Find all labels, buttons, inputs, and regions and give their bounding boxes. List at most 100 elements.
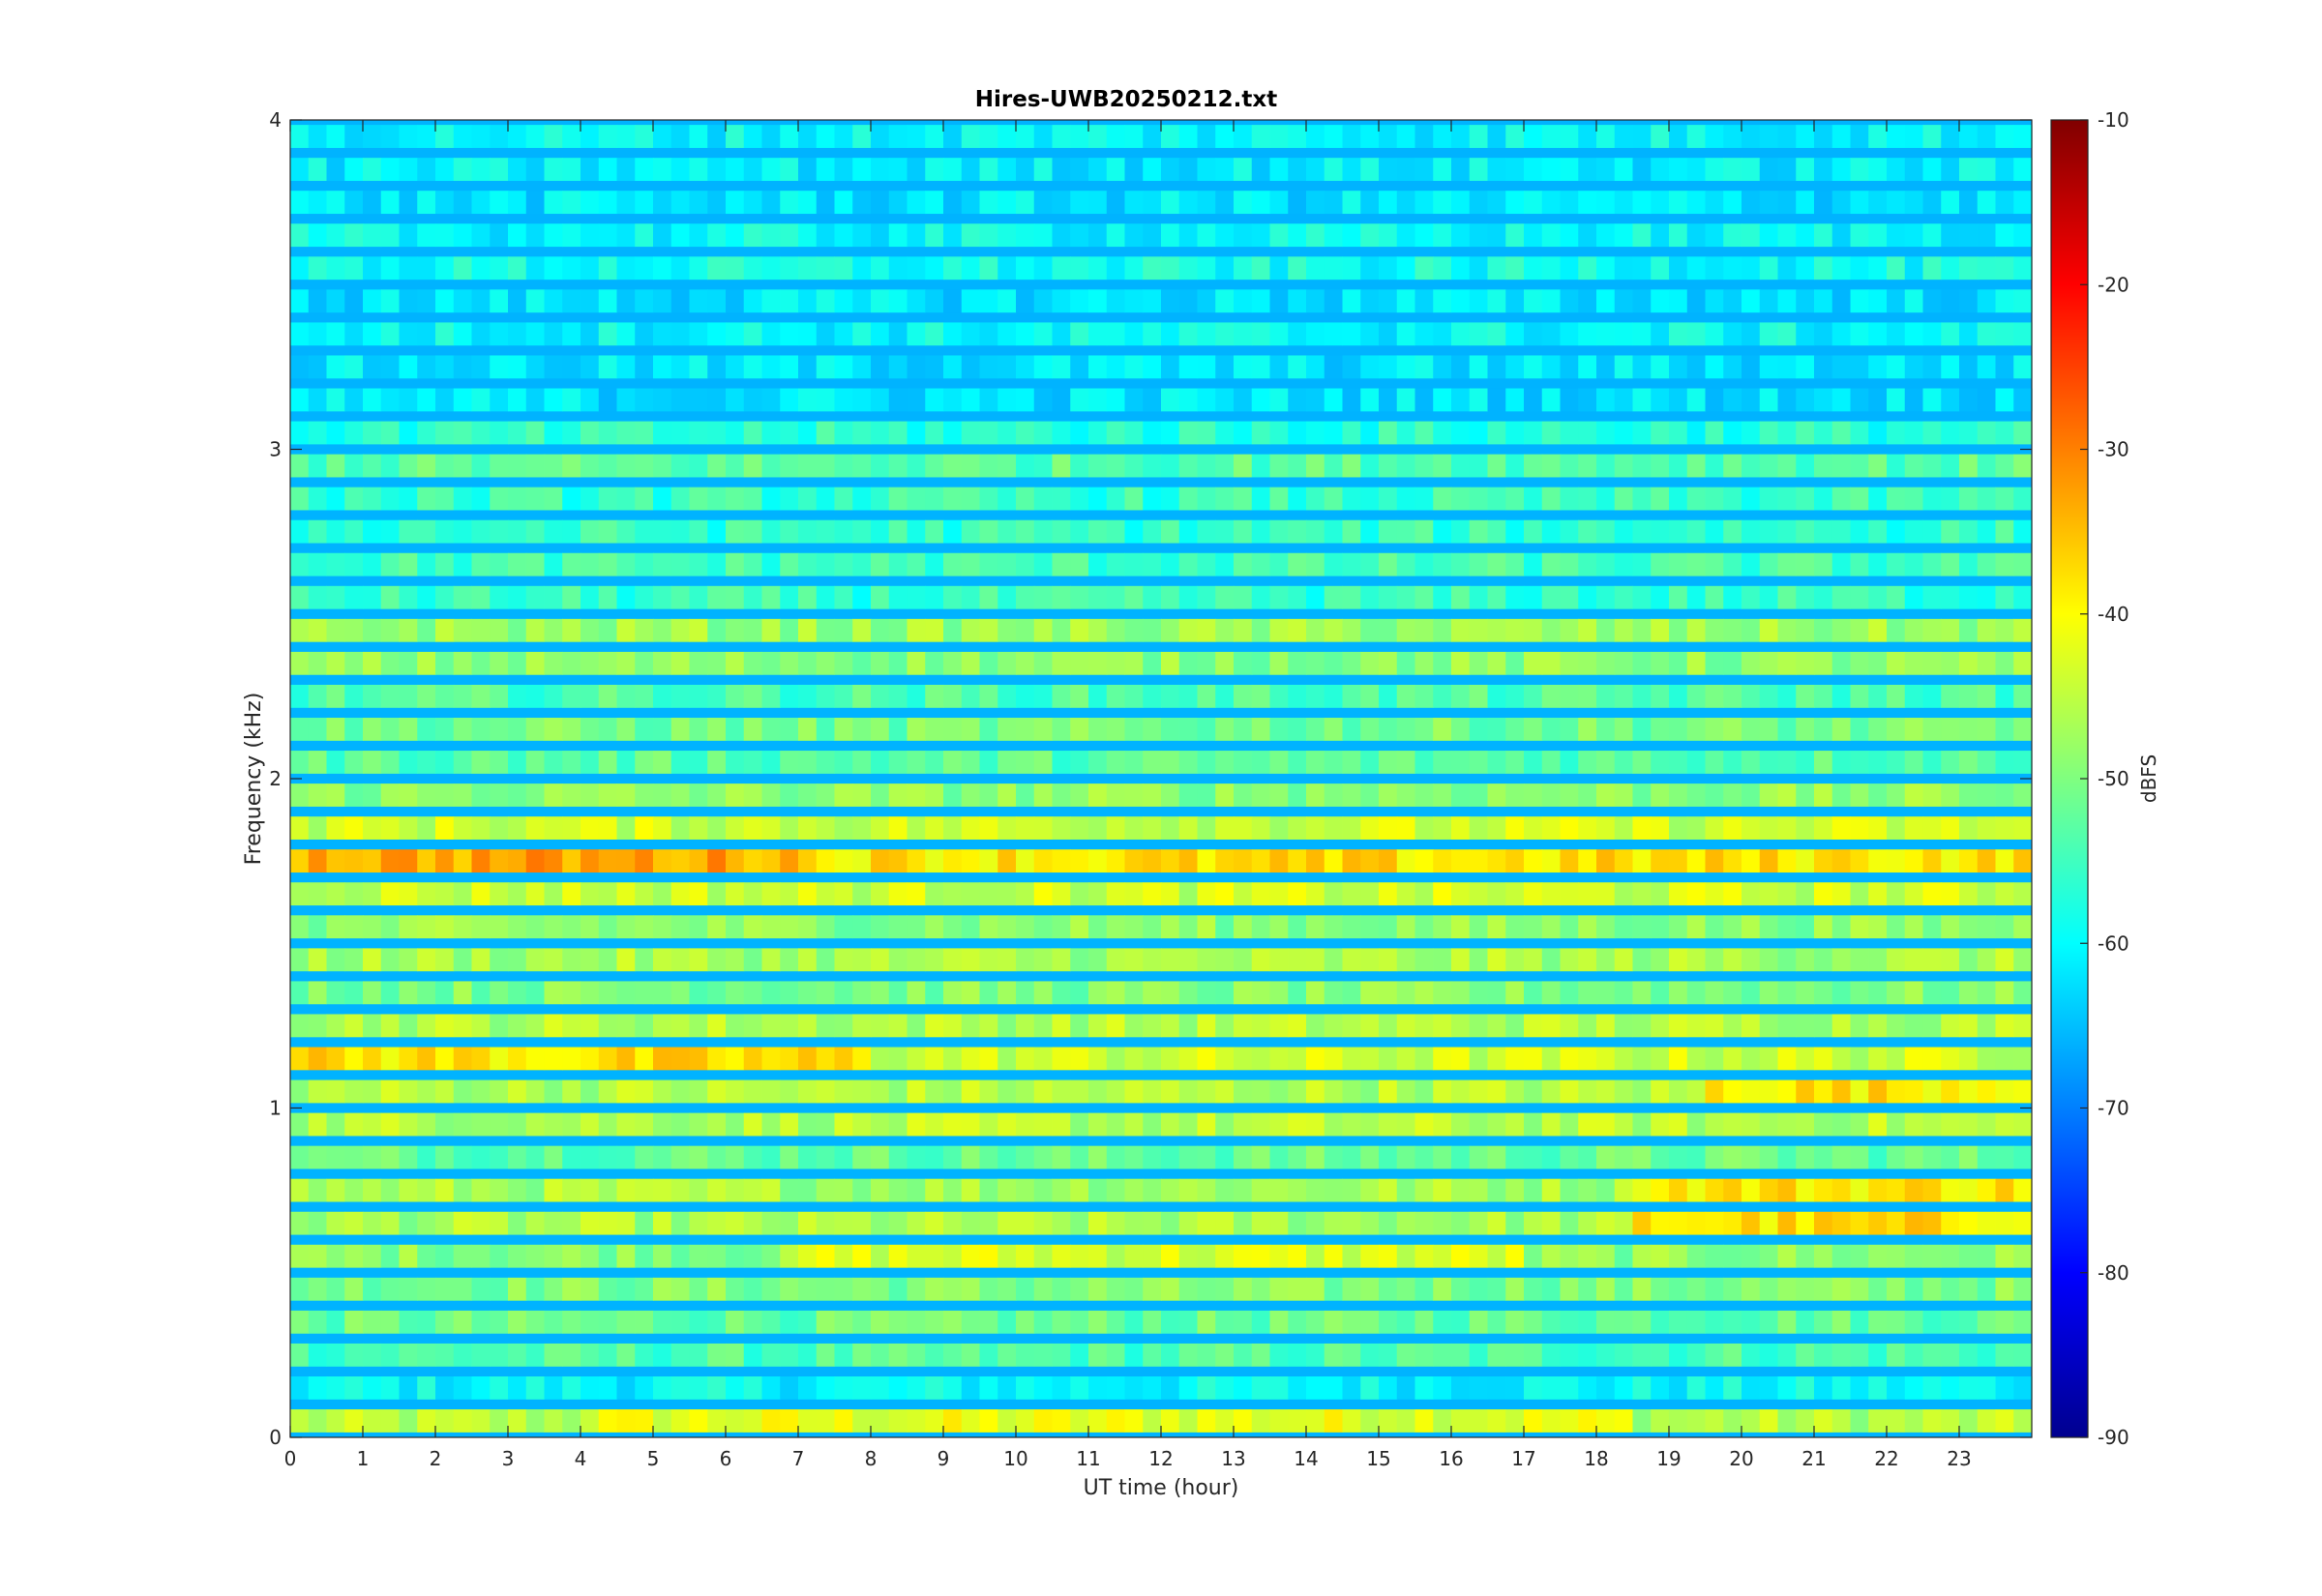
heatmap-cell [1922,322,1942,346]
heatmap-cell [1306,454,1325,478]
heatmap-cell [1143,981,1162,1005]
heatmap-cell [435,816,455,840]
heatmap-cell [1487,1112,1506,1137]
heatmap-cell [979,487,998,511]
heatmap-cell [997,256,1017,281]
heatmap-cell [435,1211,455,1235]
heatmap-cell [925,1310,944,1334]
heatmap-cell [726,519,745,544]
heatmap-cell [290,487,310,511]
heatmap-cell [1814,355,1833,379]
heatmap-cell [888,948,908,972]
heatmap-cell [979,915,998,939]
heatmap-cell [2013,1014,2033,1038]
heatmap-cell [326,585,345,609]
heatmap-cell [1959,585,1979,609]
heatmap-cell [1887,948,1906,972]
heatmap-cell [888,454,908,478]
heatmap-cell [1922,718,1942,741]
heatmap-cell [435,158,455,181]
heatmap-cell [1977,289,1997,313]
heatmap-cell [1959,125,1979,148]
heatmap-cell [598,388,618,412]
heatmap-cell [1324,1244,1344,1268]
heatmap-cell [1705,1178,1724,1202]
heatmap-cell [1451,1047,1471,1071]
heatmap-cell [1796,421,1815,445]
heatmap-cell [1977,618,1997,642]
heatmap-cell [380,981,401,1005]
heatmap-cell [1033,618,1054,642]
heatmap-cell [1234,684,1253,708]
heatmap-cell [1469,1244,1489,1268]
heatmap-cell [1197,355,1216,379]
heatmap-cell [1106,552,1126,576]
heatmap-cell [1541,322,1562,346]
heatmap-cell [1451,849,1471,873]
heatmap-cell [562,915,581,939]
heatmap-cell [689,322,708,346]
heatmap-cell [1632,322,1652,346]
heatmap-cell [308,454,328,478]
heatmap-cell [1850,882,1869,906]
heatmap-cell [417,289,436,313]
heatmap-cell [1197,158,1216,181]
heatmap-cell [490,1244,509,1268]
heatmap-cell [1433,1079,1452,1104]
heatmap-cell [907,158,926,181]
heatmap-cell [743,1178,763,1202]
heatmap-cell [1342,618,1361,642]
heatmap-cell [1106,1047,1126,1071]
heatmap-cell [1088,421,1108,445]
heatmap-cell [1396,1178,1416,1202]
heatmap-cell [1759,684,1779,708]
heatmap-cell [508,849,527,873]
heatmap-cell [1251,355,1271,379]
heatmap-cell [380,1343,401,1367]
heatmap-cell [1178,1310,1199,1334]
band-row [290,125,2033,148]
heatmap-cell [707,1343,727,1367]
heatmap-cell [1505,1277,1525,1301]
heatmap-cell [925,158,944,181]
heatmap-cell [616,256,636,281]
heatmap-cell [653,718,672,741]
heatmap-cell [1414,718,1434,741]
heatmap-cell [852,322,872,346]
heatmap-cell [1995,1079,2014,1104]
heatmap-cell [1977,1376,1997,1400]
heatmap-cell [344,1409,364,1433]
heatmap-cell [1379,684,1398,708]
heatmap-cell [399,618,418,642]
heatmap-cell [761,552,781,576]
heatmap-cell [1922,882,1942,906]
heatmap-cell [1124,783,1144,807]
heatmap-cell [1234,388,1253,412]
heatmap-cell [925,1079,944,1104]
heatmap-cell [925,1343,944,1367]
heatmap-cell [871,618,890,642]
heatmap-cell [1033,125,1054,148]
heatmap-cell [1269,322,1289,346]
band-row [290,388,2033,412]
heatmap-cell [1742,1047,1761,1071]
heatmap-cell [290,1310,310,1334]
heatmap-cell [979,125,998,148]
heatmap-cell [1850,1376,1869,1400]
heatmap-cell [616,718,636,741]
heatmap-cell [1451,256,1471,281]
heatmap-cell [888,1343,908,1367]
heatmap-cell [1742,552,1761,576]
heatmap-cell [761,355,781,379]
heatmap-cell [1269,289,1289,313]
heatmap-cell [761,519,781,544]
heatmap-cell [689,1343,708,1367]
heatmap-cell [490,1112,509,1137]
heatmap-cell [308,882,328,906]
heatmap-cell [707,158,727,181]
heatmap-cell [907,751,926,774]
heatmap-cell [1705,388,1724,412]
heatmap-cell [326,421,345,445]
heatmap-cell [2013,783,2033,807]
heatmap-cell [1197,1014,1216,1038]
